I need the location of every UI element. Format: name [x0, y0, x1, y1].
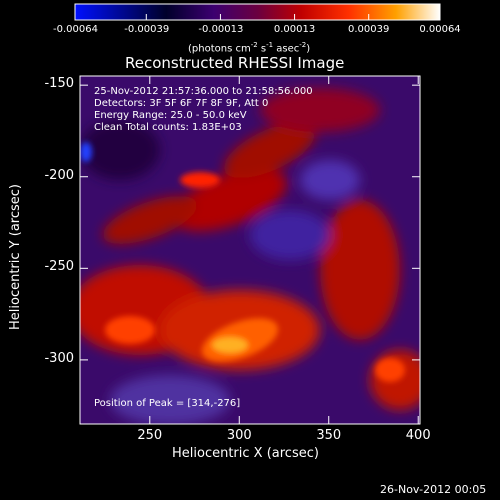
x-axis-label: Heliocentric X (arcsec) [172, 446, 319, 461]
y-tick-label: -150 [44, 76, 74, 92]
footer-date: 26-Nov-2012 00:05 [380, 483, 487, 496]
x-tick-label: 250 [137, 428, 163, 443]
y-tick-label: -250 [44, 259, 74, 275]
colorbar-tick-label: 0.00013 [273, 24, 316, 35]
y-axis-label: Heliocentric Y (arcsec) [8, 184, 23, 330]
x-tick-label: 400 [405, 428, 431, 443]
x-tick-label: 350 [316, 428, 342, 443]
annotation-line: Detectors: 3F 5F 6F 7F 8F 9F, Att 0 [94, 98, 269, 109]
colorbar-tick-label: 0.00039 [348, 24, 390, 35]
colorbar [74, 3, 441, 21]
colorbar-tick-label: -0.00039 [124, 24, 170, 35]
plot-title: Reconstructed RHESSI Image [125, 54, 345, 72]
y-tick-label: -300 [44, 350, 74, 366]
axis-ticks [80, 76, 420, 424]
colorbar-tick-label: -0.00064 [53, 24, 98, 35]
plot-frame [79, 75, 421, 425]
colorbar-tick-label: 0.00064 [419, 24, 461, 35]
colorbar-tick-label: -0.00013 [198, 24, 244, 35]
annotation-line: Energy Range: 25.0 - 50.0 keV [94, 110, 247, 121]
annotation-line: 25-Nov-2012 21:57:36.000 to 21:58:56.000 [94, 86, 313, 97]
y-tick-label: -200 [44, 167, 74, 183]
colorbar-units: (photons cm-2 s-1 asec-2) [188, 41, 311, 55]
annotation-line: Clean Total counts: 1.83E+03 [94, 122, 242, 133]
peak-position-label: Position of Peak = [314,-276] [94, 398, 241, 409]
colorbar-ticks [74, 14, 441, 20]
x-tick-label: 300 [226, 428, 252, 443]
solar-image [80, 76, 420, 424]
